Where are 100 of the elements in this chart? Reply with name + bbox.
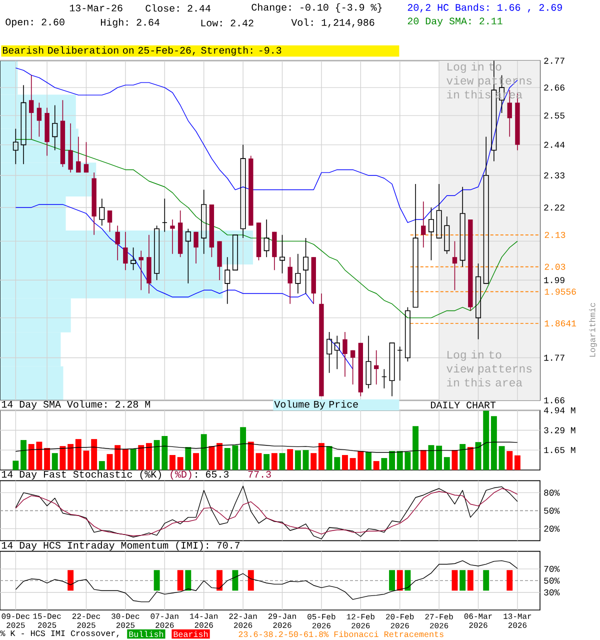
- candlestick: [194, 231, 198, 264]
- bar: [302, 450, 309, 470]
- text: 77.3: [248, 470, 271, 478]
- candlestick: [123, 231, 128, 270]
- bar: [256, 453, 262, 470]
- bar: [271, 453, 278, 470]
- bar: [506, 451, 513, 470]
- y-tick-label: 2.77: [544, 58, 564, 64]
- candlestick: [303, 238, 309, 294]
- candlestick: [20, 84, 26, 164]
- bar: [185, 447, 192, 470]
- bar: [60, 446, 66, 470]
- candlestick: [381, 368, 387, 389]
- text: Vol: 1,214,986: [291, 18, 374, 28]
- candlestick: [76, 136, 81, 173]
- candlestick: [452, 240, 458, 291]
- y-tick-label: 80%: [544, 490, 560, 496]
- y-tick-label: 50%: [544, 508, 560, 514]
- bar: [420, 450, 426, 470]
- chart-title: 14 Day HCS Intraday Momentum (IMI): 70.7: [2, 541, 240, 551]
- candlestick: [240, 144, 246, 238]
- text: 13-Mar-26: [70, 4, 122, 12]
- annotation: Log in to view patterns in this area: [446, 350, 532, 387]
- candlestick: [326, 332, 332, 374]
- candlestick: [476, 263, 482, 340]
- y-tick-label: 3.29 M: [544, 427, 576, 434]
- bar: [310, 453, 317, 470]
- chart-title: 14 Day Fast Stochastic (%K): [2, 470, 161, 480]
- text: Close: 2.44: [146, 4, 210, 12]
- candlestick: [52, 104, 58, 151]
- y-tick-label: 2.44: [544, 142, 565, 148]
- text: % K - HCS IMI Crossover,: [0, 630, 119, 638]
- y-tick-label: 1.65 M: [544, 447, 576, 454]
- y-tick-label: 2.22: [544, 204, 564, 210]
- y-tick-label: 2.66: [544, 84, 564, 91]
- ref-line-label: 2.03: [544, 264, 566, 270]
- candlestick: [12, 128, 18, 164]
- bar: [122, 449, 128, 470]
- bar: [216, 443, 223, 470]
- chart-title: Bearish Deliberation on 25-Feb-26, Strength: -9.3: [2, 46, 282, 56]
- y-tick-label: 1.99: [544, 277, 564, 284]
- bar: [373, 461, 380, 470]
- bar: [91, 439, 98, 470]
- bar: [52, 453, 58, 470]
- bar: [264, 454, 270, 470]
- text: 20 Day SMA: 2.11: [408, 18, 502, 26]
- bar: [318, 443, 324, 470]
- candlestick: [36, 102, 42, 138]
- candlestick: [264, 219, 270, 258]
- candlestick: [436, 184, 442, 238]
- bar: [114, 445, 121, 470]
- candlestick: [115, 225, 120, 261]
- text: (%D): [170, 470, 192, 480]
- candlestick: [185, 228, 191, 284]
- candlestick: [342, 332, 348, 378]
- candlestick: [366, 335, 372, 389]
- bar: [389, 451, 395, 470]
- candlestick: [397, 346, 403, 382]
- bar: [279, 453, 286, 470]
- y-tick-label: 50%: [544, 578, 560, 584]
- y-tick-label: 2.55: [544, 112, 564, 119]
- ref-line-label: 1.8641: [544, 320, 576, 326]
- chart-title: 14 Day SMA Volume: 2.28 M: [2, 400, 150, 410]
- candlestick: [483, 136, 489, 284]
- candlestick: [130, 247, 136, 270]
- bar: [342, 455, 348, 470]
- y-tick-label: 30%: [544, 589, 560, 596]
- text: : 65.3: [196, 470, 229, 478]
- bar: [460, 444, 466, 470]
- bar: [490, 416, 497, 470]
- text: Bearish: [174, 630, 208, 638]
- candlestick: [460, 186, 466, 268]
- candlestick: [107, 210, 112, 232]
- candlestick: [201, 189, 207, 254]
- candlestick: [389, 342, 395, 397]
- bar: [138, 445, 144, 470]
- candlestick: [444, 216, 450, 254]
- bar: [366, 452, 372, 470]
- text: DAILY CHART: [430, 402, 496, 408]
- text: Open: 2.60: [6, 18, 64, 28]
- bar: [98, 461, 105, 470]
- candlestick: [295, 253, 301, 294]
- bar: [208, 446, 215, 470]
- candlestick: [288, 256, 292, 304]
- candlestick: [138, 250, 144, 291]
- bar: [381, 458, 388, 470]
- candlestick: [428, 207, 434, 261]
- bar: [106, 454, 113, 470]
- bar: [287, 449, 294, 470]
- bar: [514, 455, 520, 470]
- bar: [75, 439, 82, 470]
- candlestick: [162, 198, 168, 232]
- candlestick: [421, 201, 426, 248]
- candlestick: [29, 74, 34, 140]
- bar: [193, 453, 199, 470]
- y-tick-label: 20%: [544, 526, 560, 532]
- candlestick: [84, 142, 89, 173]
- bar: [177, 457, 184, 470]
- text: 23.6-38.2-50-61.8% Fibonacci Retracements: [238, 630, 444, 638]
- bar: [475, 442, 482, 470]
